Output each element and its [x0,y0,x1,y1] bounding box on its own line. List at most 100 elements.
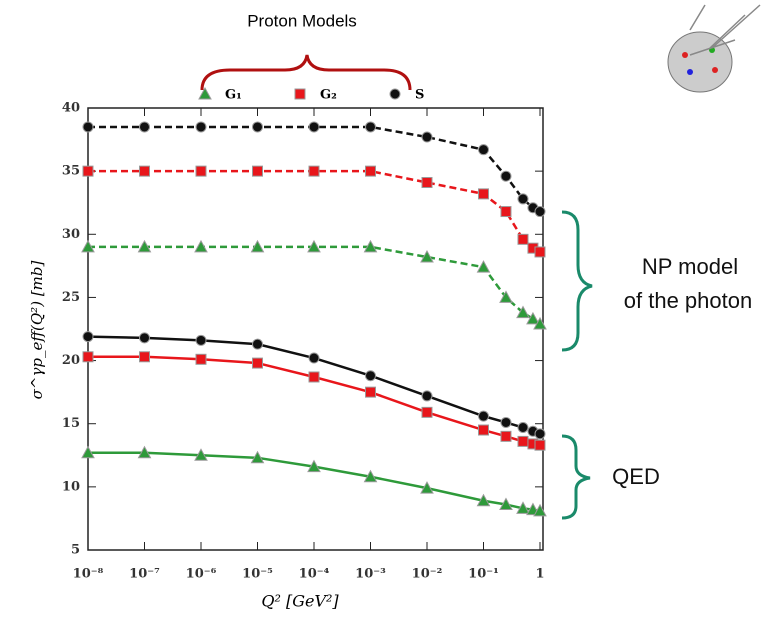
x-tick-label: 10⁻⁸ [73,567,104,582]
marker [478,410,489,422]
marker [421,390,433,402]
marker [194,239,208,253]
marker [365,386,376,398]
marker [421,177,433,189]
marker [476,260,491,273]
marker [478,424,489,436]
legend-item: S [389,88,424,103]
legend-marker [294,88,306,100]
marker [534,206,546,218]
marker [526,311,540,325]
marker [533,316,547,330]
np-brace [561,210,593,352]
x-tick-label: 10⁻⁴ [299,567,330,582]
marker [139,332,150,344]
marker [476,493,491,507]
qed-label: QED [612,464,660,489]
marker [500,206,512,218]
x-tick-label: 10⁻¹ [468,567,499,582]
marker [363,469,378,483]
x-tick-label: 10⁻⁶ [186,567,217,582]
marker [81,239,95,253]
marker [308,165,320,177]
y-tick-label: 10 [62,479,80,494]
legend-item: G₂ [294,88,337,103]
marker [252,121,263,133]
marker [500,170,512,182]
y-tick-label: 5 [71,543,80,558]
y-axis-label: σ^γp_eff(Q²) [mb] [28,261,46,400]
marker [534,439,546,451]
marker [82,331,94,343]
marker [81,445,95,459]
marker [516,501,530,514]
x-tick-label: 10⁻³ [355,567,386,582]
marker [250,239,265,253]
legend-marker [198,86,212,100]
marker [534,246,546,258]
marker [363,239,378,253]
marker [252,357,263,369]
marker [517,233,529,245]
series-line [88,355,541,447]
np-label: of the photon [624,288,752,313]
y-tick-label: 40 [62,101,80,116]
y-tick-label: 20 [62,353,80,368]
marker [499,497,513,511]
legend-label: S [415,88,424,103]
marker [533,503,547,517]
marker [139,121,150,133]
marker [307,239,321,253]
chart-title: Proton Models [247,11,357,30]
marker [308,121,320,133]
marker [250,450,265,464]
marker [365,121,376,133]
marker [365,370,376,382]
series-line [87,335,541,435]
marker [421,131,433,143]
marker [308,352,320,364]
title-brace [200,54,412,91]
marker [137,445,152,459]
marker [516,305,530,319]
series-line [88,169,541,254]
marker [534,428,546,440]
marker [195,353,207,365]
marker [82,121,94,133]
y-tick-label: 30 [62,227,80,242]
marker [82,165,94,177]
proton-icon [667,4,761,93]
x-tick-label: 1 [535,567,544,582]
series-line [88,245,541,325]
marker [500,416,512,428]
marker [307,459,321,473]
legend-label: G₂ [320,88,337,103]
marker [194,448,208,461]
marker [500,430,512,442]
marker [420,481,434,494]
marker [139,351,150,363]
marker [139,165,150,177]
marker [195,334,207,346]
marker [252,165,263,177]
x-tick-label: 10⁻² [412,567,443,582]
marker [195,121,207,133]
marker [517,422,529,434]
qed-brace [561,434,591,520]
y-tick-label: 25 [62,290,80,305]
marker [195,165,207,177]
marker [137,239,152,253]
legend-marker [389,88,401,100]
y-tick-label: 15 [62,416,80,431]
np-label: NP model [642,254,738,279]
marker [365,165,376,177]
marker [517,435,529,447]
marker [421,406,433,418]
marker [478,144,489,156]
marker [82,351,94,363]
marker [420,249,434,263]
marker [252,338,263,350]
marker [308,371,320,383]
y-tick-label: 35 [62,164,80,179]
